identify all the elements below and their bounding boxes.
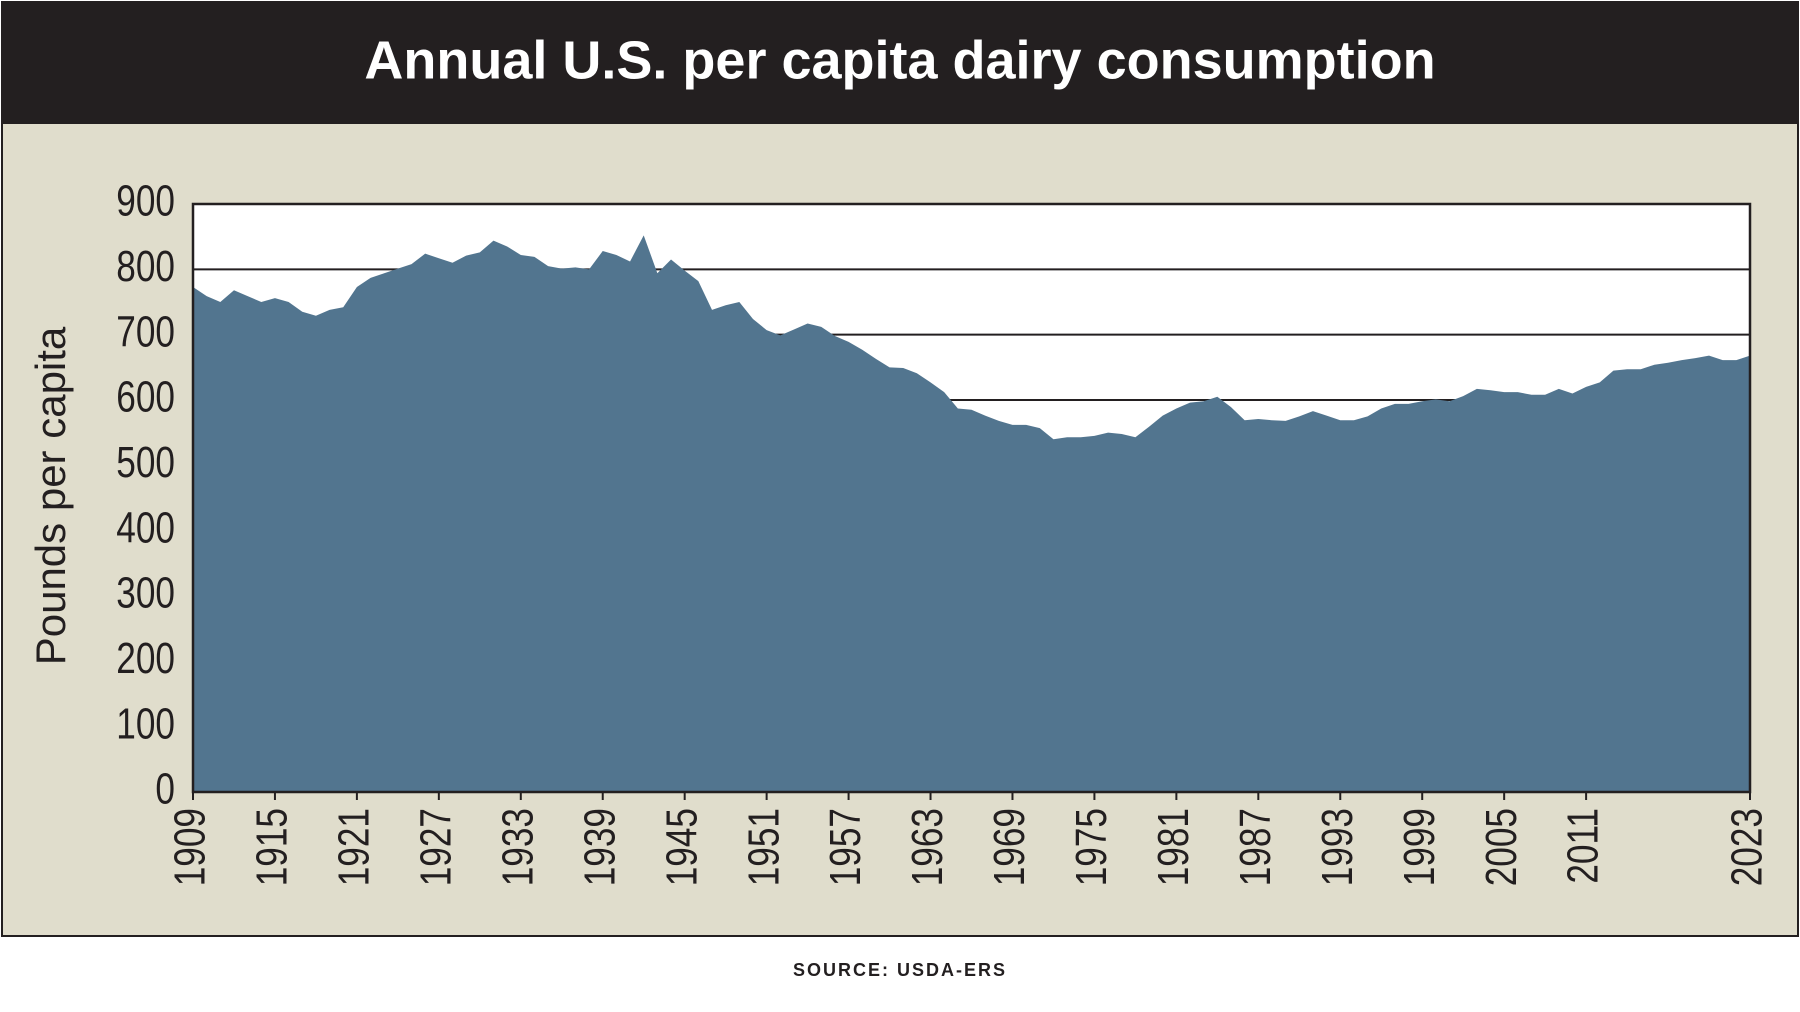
marks bbox=[193, 235, 1750, 793]
x-tick-label: 1951 bbox=[740, 808, 789, 886]
x-tick-label: 1987 bbox=[1231, 808, 1280, 886]
area bbox=[193, 235, 1750, 793]
x-tick-label: 2005 bbox=[1477, 808, 1526, 886]
x-tick-label: 1957 bbox=[822, 808, 871, 886]
y-axis-label: Pounds per capita bbox=[27, 326, 74, 665]
x-tick-label: 1999 bbox=[1395, 808, 1444, 886]
x-tick-label: 1969 bbox=[985, 808, 1034, 886]
x-tick-label: 1975 bbox=[1067, 808, 1116, 886]
x-tick-label: 1915 bbox=[248, 808, 297, 886]
y-tick-label: 200 bbox=[116, 634, 175, 683]
y-tick-label: 500 bbox=[116, 438, 175, 487]
x-tick-label: 1963 bbox=[904, 808, 953, 886]
x-tick-label: 1909 bbox=[166, 808, 215, 886]
y-tick-label: 0 bbox=[155, 765, 175, 814]
x-tick-label: 2011 bbox=[1559, 808, 1608, 884]
y-tick-label: 800 bbox=[116, 242, 175, 291]
y-tick-label: 100 bbox=[116, 700, 175, 749]
x-tick-label: 1921 bbox=[330, 808, 379, 886]
source: SOURCE: USDA-ERS bbox=[793, 960, 1007, 980]
x-tick-label: 1981 bbox=[1149, 808, 1198, 886]
y-tick-label: 300 bbox=[116, 569, 175, 618]
y-tick-label: 700 bbox=[116, 308, 175, 357]
x-tick-label: 1945 bbox=[658, 808, 707, 886]
y-tick-label: 600 bbox=[116, 373, 175, 422]
x-tick-label: 2023 bbox=[1723, 808, 1772, 886]
x-tick-label: 1933 bbox=[494, 808, 543, 886]
x-tick-label: 1927 bbox=[412, 808, 461, 886]
title-bar bbox=[2, 2, 1798, 124]
plot-frame bbox=[191, 202, 1752, 794]
x-tick-label: 1939 bbox=[576, 808, 625, 886]
chart-title: Annual U.S. per capita dairy consumption bbox=[364, 30, 1435, 90]
tick-labels: 0 100 200 300 400 500 600 700 800 900 1909 1915 1921… bbox=[116, 177, 1771, 886]
y-tick-label: 400 bbox=[116, 504, 175, 553]
y-tick-label: 900 bbox=[116, 177, 175, 226]
x-tick-label: 1993 bbox=[1313, 808, 1362, 886]
